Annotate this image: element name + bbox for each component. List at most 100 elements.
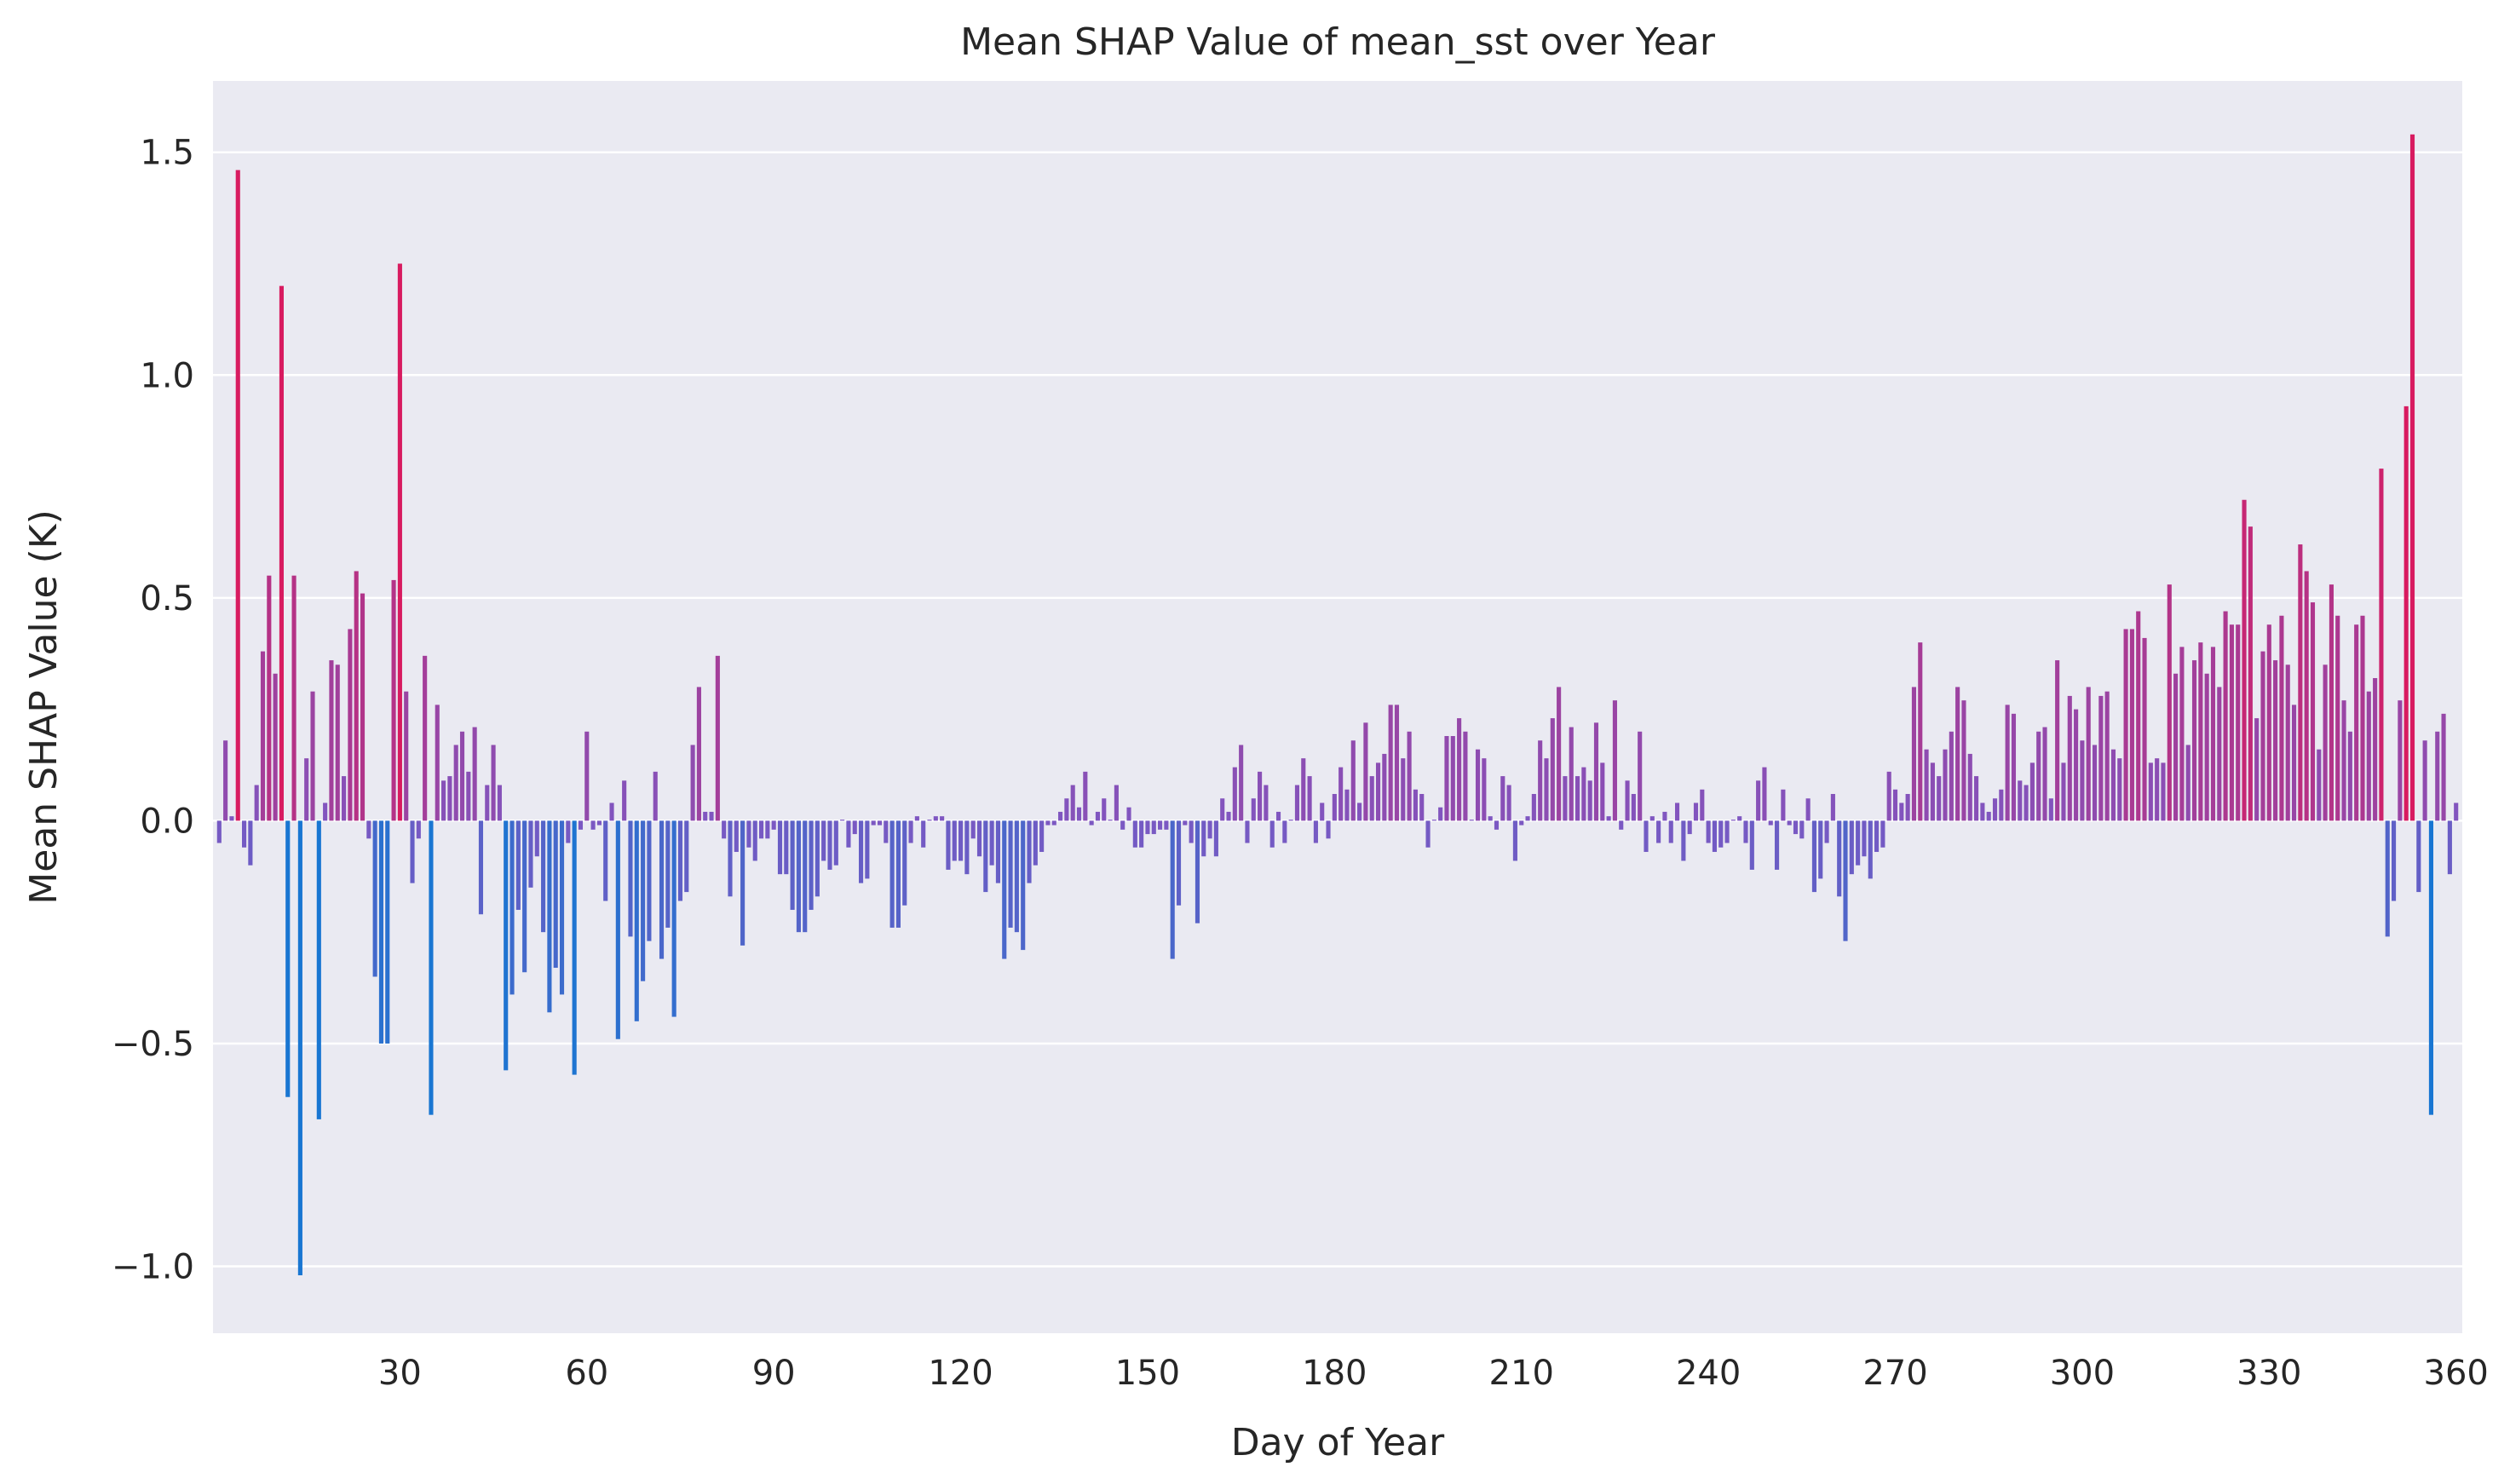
bar xyxy=(641,820,646,981)
bar xyxy=(1394,705,1400,821)
bar xyxy=(1856,820,1861,866)
bar xyxy=(908,820,913,843)
bar xyxy=(2024,785,2029,821)
bar xyxy=(1662,811,1667,821)
bar xyxy=(2098,695,2104,821)
bar xyxy=(1313,820,1318,843)
bar xyxy=(1587,780,1592,821)
bar xyxy=(2148,762,2153,821)
bar xyxy=(1743,820,1748,843)
bar xyxy=(2185,745,2190,821)
x-axis-label: Day of Year xyxy=(1231,1421,1445,1464)
y-tick-labels: −1.0 −0.5 0.0 0.5 1.0 1.5 xyxy=(112,134,194,1287)
bar xyxy=(946,820,951,870)
bar xyxy=(1843,820,1848,941)
bar xyxy=(728,820,733,897)
bar xyxy=(1457,718,1462,821)
bar xyxy=(2273,660,2278,821)
x-tick-labels: 30 60 90 120 150 180 210 240 270 300 330 360 xyxy=(378,1354,2489,1393)
bar xyxy=(2248,526,2253,821)
bar xyxy=(472,727,477,821)
bar xyxy=(553,820,558,969)
chart-title: Mean SHAP Value of mean_sst over Year xyxy=(960,20,1716,64)
bar xyxy=(615,820,620,1039)
bar xyxy=(1837,820,1842,897)
bar xyxy=(423,655,428,821)
bar xyxy=(1301,758,1306,821)
bar xyxy=(354,571,359,821)
bar xyxy=(821,820,826,861)
bar xyxy=(833,820,838,866)
bar xyxy=(1357,802,1362,821)
bar xyxy=(335,664,340,821)
bar xyxy=(590,820,596,830)
bar xyxy=(715,655,720,821)
bar xyxy=(1051,820,1056,825)
bar xyxy=(1668,820,1673,843)
bar xyxy=(2373,677,2378,821)
bar xyxy=(1644,820,1649,853)
bar xyxy=(1612,700,1617,821)
bar xyxy=(1999,789,2004,821)
bar xyxy=(895,820,901,928)
bar xyxy=(1974,776,1979,821)
x-tick-label: 60 xyxy=(565,1354,608,1393)
bar xyxy=(1649,816,1655,821)
bar xyxy=(1905,794,1910,821)
bar xyxy=(485,785,490,821)
bar xyxy=(2341,700,2346,821)
bar xyxy=(1201,820,1206,857)
bar xyxy=(809,820,814,911)
bar xyxy=(2204,673,2209,821)
bar xyxy=(1033,820,1038,866)
bar xyxy=(1058,811,1063,821)
bar xyxy=(1943,749,1948,821)
bar xyxy=(1282,820,1287,843)
bar xyxy=(2210,647,2216,821)
bar xyxy=(1232,767,1237,821)
bar xyxy=(1450,736,1455,821)
bar xyxy=(2409,134,2415,821)
bar xyxy=(1170,820,1175,959)
bar xyxy=(459,731,465,821)
bar xyxy=(1239,745,1244,821)
bar xyxy=(684,820,689,893)
bar xyxy=(1593,722,1599,821)
bar xyxy=(304,758,309,821)
bar xyxy=(1070,785,1075,821)
bar xyxy=(959,820,964,861)
x-tick-label: 240 xyxy=(1676,1354,1741,1393)
bar xyxy=(1749,820,1754,870)
bar xyxy=(1631,794,1636,821)
bar xyxy=(1986,811,1991,821)
bar xyxy=(1967,753,1972,821)
bar xyxy=(2435,731,2440,821)
bar xyxy=(1824,820,1829,843)
bar xyxy=(2242,499,2247,821)
x-tick-label: 120 xyxy=(928,1354,993,1393)
bar xyxy=(2416,820,2421,893)
bar xyxy=(921,820,926,848)
bar xyxy=(267,575,272,821)
bar xyxy=(242,820,247,848)
bar xyxy=(2347,731,2352,821)
bar xyxy=(889,820,895,928)
bar xyxy=(1961,700,1966,821)
bar xyxy=(758,820,764,839)
bar xyxy=(1189,820,1194,843)
bar xyxy=(1625,780,1630,821)
bar xyxy=(746,820,751,848)
bar xyxy=(1413,789,1418,821)
bar xyxy=(653,771,658,821)
bar xyxy=(1027,820,1032,883)
bar xyxy=(1344,789,1350,821)
bar xyxy=(1606,816,1611,821)
bar xyxy=(285,820,291,1097)
bar xyxy=(1064,798,1069,821)
x-tick-label: 330 xyxy=(2237,1354,2301,1393)
x-tick-label: 360 xyxy=(2424,1354,2489,1393)
bar xyxy=(1388,705,1393,821)
bar xyxy=(466,771,471,821)
bar xyxy=(410,820,415,883)
bar xyxy=(547,820,552,1013)
